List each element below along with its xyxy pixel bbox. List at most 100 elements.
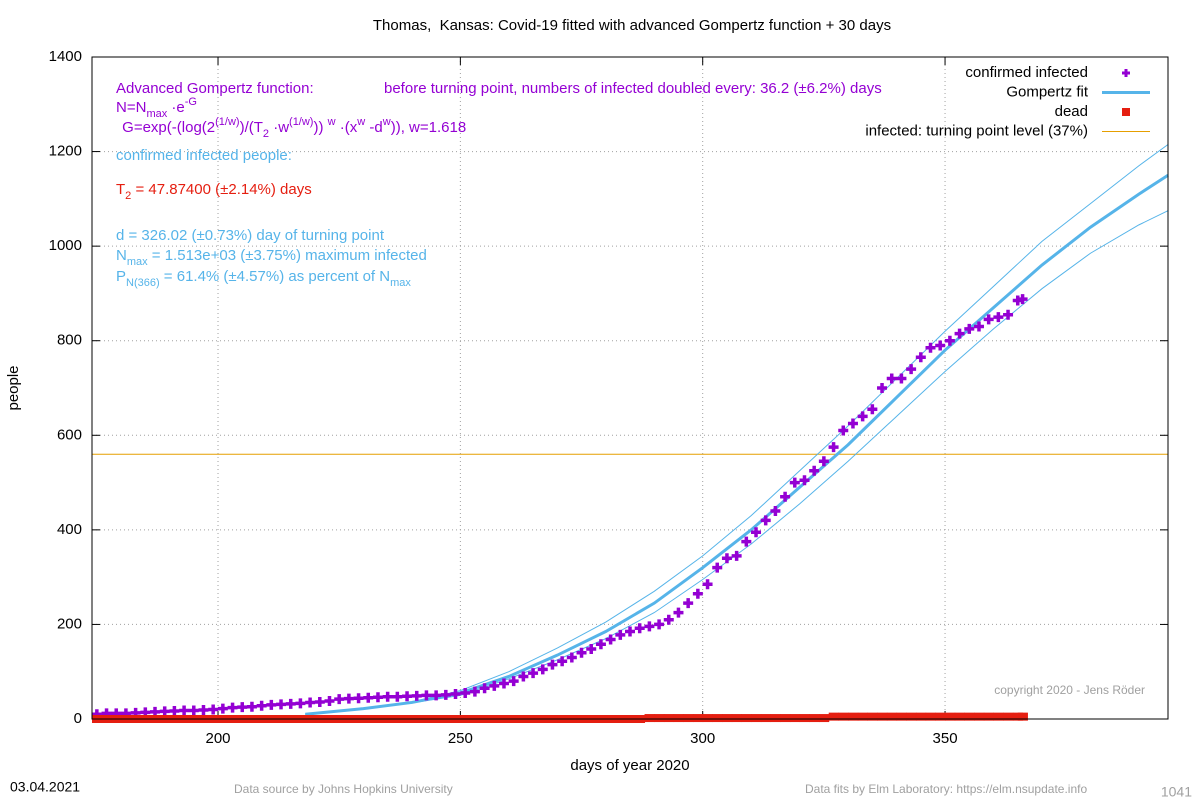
dead-point (780, 714, 791, 723)
dead-point (683, 714, 694, 723)
confirmed-point (469, 686, 480, 697)
confirmed-point (954, 328, 965, 339)
annotation-part: 2 (125, 190, 131, 202)
annotation: d = 326.02 (±0.73%) day of turning point (116, 227, 385, 244)
confirmed-point (712, 562, 723, 573)
dead-point (693, 714, 704, 723)
confirmed-point (877, 383, 888, 393)
annotation-part: -d (365, 119, 383, 136)
annotation-part: -G (185, 96, 197, 108)
dead-point (945, 712, 956, 721)
dead-point (809, 714, 820, 723)
legend-symbol (1122, 69, 1130, 77)
annotation-part: ·e (167, 99, 185, 116)
confirmed-point (498, 678, 509, 689)
annotation-part: (1/w) (215, 116, 239, 128)
confirmed-point (595, 639, 606, 650)
annotation-part: ·w (269, 119, 289, 136)
confirmed-point (324, 696, 335, 707)
dead-point (848, 712, 859, 721)
annotation-part: max (146, 108, 167, 120)
dead-point (877, 712, 888, 721)
confirmed-point (663, 614, 674, 625)
annotation-part: ·(x (336, 119, 358, 136)
confirmed-point (314, 696, 325, 707)
annotation-part: N(366) (126, 277, 160, 289)
confirmed-point (159, 706, 170, 717)
confirmed-point (246, 701, 257, 712)
confirmed-point (382, 691, 393, 702)
footer-fits: Data fits by Elm Laboratory: https://elm… (805, 782, 1087, 796)
dead-point (663, 714, 675, 723)
annotation-part: Advanced Gompertz function: (116, 80, 314, 97)
dead-point (857, 712, 868, 721)
annotation-part: confirmed infected people: (116, 147, 292, 164)
copyright: copyright 2020 - Jens Röder (994, 683, 1145, 697)
confirmed-point (915, 352, 926, 363)
dead-point (906, 712, 917, 721)
dead-point (722, 714, 733, 723)
dead-point (644, 714, 655, 723)
annotation-part: = 1.513e+03 (±3.75%) maximum infected (148, 247, 427, 264)
confirmed-point (993, 312, 1004, 323)
dead-point (983, 712, 995, 721)
footer-number: 1041 (1161, 784, 1192, 800)
annotation-part: P (116, 268, 126, 285)
dead-point (993, 712, 1004, 721)
dead-point (760, 714, 772, 723)
y-tick-label: 600 (57, 426, 82, 443)
x-axis-label: days of year 2020 (570, 757, 689, 774)
confirmed-point (460, 687, 471, 698)
confirmed-point (479, 683, 490, 694)
confirmed-point (537, 664, 548, 675)
confirmed-point (886, 373, 897, 384)
confirmed-point (731, 550, 742, 561)
confirmed-point (198, 705, 209, 716)
confirmed-point (828, 442, 839, 453)
annotation-part: w (327, 116, 336, 128)
annotation-part: = 61.4% (±4.57%) as percent of N (160, 268, 390, 285)
dead-point (1017, 712, 1028, 721)
fit-band (305, 144, 1169, 715)
confirmed-point (392, 691, 403, 702)
chart-title: Thomas, Kansas: Covid-19 fitted with adv… (373, 17, 891, 34)
annotation-part: )/(T (240, 119, 263, 136)
y-tick-label: 800 (57, 332, 82, 349)
dead-point (751, 714, 762, 723)
confirmed-point (518, 671, 529, 682)
confirmed-point (208, 704, 219, 715)
confirmed-point (508, 676, 519, 687)
annotation-part: G=exp(-(log(2 (118, 119, 215, 136)
annotation: Advanced Gompertz function: (116, 80, 314, 97)
confirmed-point (256, 700, 267, 711)
legend-label: dead (1055, 103, 1088, 120)
confirmed-point (402, 691, 413, 702)
confirmed-point (285, 698, 296, 709)
confirmed-point (343, 693, 354, 704)
annotation-part: w (382, 116, 391, 128)
dead-point (770, 714, 781, 723)
y-tick-label: 0 (74, 710, 82, 727)
annotation: Nmax = 1.513e+03 (±3.75%) maximum infect… (116, 247, 427, 268)
confirmed-point (964, 323, 975, 334)
x-tick-label: 200 (206, 730, 231, 747)
dead-point (789, 714, 801, 723)
dead-point (838, 712, 849, 721)
dead-point (886, 712, 898, 721)
legend-label: Gompertz fit (1006, 83, 1089, 100)
confirmed-point (1003, 309, 1014, 320)
confirmed-point (973, 321, 984, 332)
confirmed-point (586, 644, 597, 655)
confirmed-point (634, 623, 645, 634)
y-tick-label: 400 (57, 521, 82, 538)
annotation-part: N=N (116, 99, 146, 116)
y-tick-label: 1200 (49, 143, 82, 160)
dead-point (654, 714, 665, 723)
fit-line (305, 173, 1169, 716)
confirmed-point (935, 340, 946, 351)
legend-label: confirmed infected (965, 64, 1088, 81)
confirmed-point (654, 619, 665, 630)
confirmed-point (760, 515, 771, 526)
annotation: confirmed infected people: (116, 147, 292, 164)
annotation: before turning point, numbers of infecte… (384, 80, 882, 97)
